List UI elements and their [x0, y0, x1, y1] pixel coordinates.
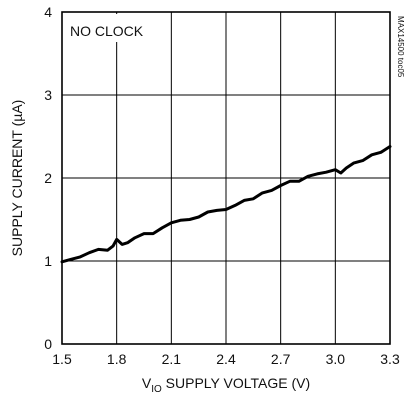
y-tick-label: 1 [44, 253, 52, 269]
x-tick-label: 1.5 [52, 351, 72, 367]
y-tick-labels: 0 1 2 3 4 [44, 4, 52, 352]
x-axis-label: VIO SUPPLY VOLTAGE (V) [142, 375, 310, 395]
annotation-no-clock: NO CLOCK [70, 23, 144, 39]
x-axis-label-prefix: V [142, 375, 152, 391]
x-tick-label: 3.0 [326, 351, 346, 367]
x-tick-label: 1.8 [107, 351, 127, 367]
x-axis-label-suffix: SUPPLY VOLTAGE (V) [162, 375, 310, 391]
figure-code: MAX14500 toc05 [396, 16, 405, 78]
series [60, 145, 392, 264]
plot-frame [61, 11, 391, 345]
y-axis-label: SUPPLY CURRENT (µA) [9, 100, 25, 257]
x-tick-label: 2.1 [162, 351, 182, 367]
x-axis-label-subscript: IO [151, 384, 162, 395]
series-line-0 [60, 145, 392, 264]
x-tick-label: 2.4 [216, 351, 236, 367]
annotation-box [64, 14, 150, 42]
y-tick-label: 4 [44, 4, 52, 20]
y-tick-label: 0 [44, 336, 52, 352]
x-tick-label: 3.3 [380, 351, 400, 367]
x-tick-labels: 1.5 1.8 2.1 2.4 2.7 3.0 3.3 [52, 351, 400, 367]
x-tick-label: 2.7 [271, 351, 291, 367]
y-tick-label: 3 [44, 87, 52, 103]
y-tick-label: 2 [44, 170, 52, 186]
